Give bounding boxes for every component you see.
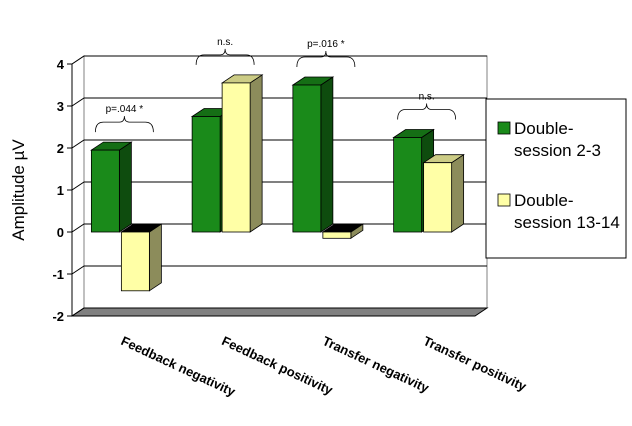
- bars: [90, 74, 465, 292]
- y-tick-label: -2: [52, 309, 64, 324]
- y-tick-label: 0: [57, 225, 64, 240]
- x-tick-label: Transfer negativity: [320, 333, 432, 396]
- bar-side: [451, 153, 465, 233]
- bar-side: [148, 223, 162, 292]
- gridline: [71, 181, 487, 191]
- x-tick-label: Feedback positivity: [219, 333, 335, 398]
- significance-label: n.s.: [217, 37, 233, 48]
- bar-front: [221, 82, 251, 233]
- gridline: [71, 97, 487, 107]
- y-tick-label: 3: [57, 99, 64, 114]
- legend-swatch: [497, 193, 511, 207]
- gridline: [71, 265, 487, 275]
- legend: Double-session 2-3 Double-session 13-14: [485, 98, 627, 259]
- bar-front: [191, 116, 221, 233]
- y-axis: -2 -1 0 1 2 3 4: [52, 57, 73, 324]
- floor: [70, 307, 489, 317]
- significance-label: p=.016 *: [307, 39, 345, 50]
- significance-annotations: p=.044 * n.s. p=.016 * n.s.: [94, 37, 457, 133]
- y-tick-label: 2: [57, 141, 64, 156]
- bar-series2-3: [422, 153, 465, 233]
- y-axis-label: Amplitude µV: [9, 139, 28, 241]
- bar-series1-2: [291, 76, 335, 233]
- y-tick-label: 1: [57, 183, 64, 198]
- y-tick-label: -1: [52, 267, 64, 282]
- legend-swatch: [497, 121, 511, 135]
- significance-label: n.s.: [419, 92, 435, 103]
- legend-label: session 2-3: [514, 141, 601, 160]
- x-tick-label: Transfer positivity: [421, 333, 530, 394]
- significance-brace: [94, 116, 154, 133]
- significance-label: p=.044 *: [106, 104, 144, 115]
- bar-series2-2: [321, 223, 365, 240]
- legend-label: Double-: [514, 119, 574, 138]
- bar-front: [90, 149, 120, 233]
- significance-brace: [296, 50, 356, 68]
- bar-front: [423, 162, 453, 233]
- bar-series1-0: [90, 141, 133, 233]
- legend-label: Double-: [514, 191, 574, 210]
- bar-front: [322, 231, 352, 239]
- y-tick-label: 4: [57, 57, 65, 72]
- gridline: [71, 55, 487, 65]
- gridline: [71, 307, 487, 317]
- significance-brace: [397, 103, 457, 120]
- bar-series2-0: [120, 223, 163, 292]
- bar-front: [292, 84, 322, 233]
- bar-side: [320, 76, 334, 233]
- bar-series2-1: [220, 74, 264, 233]
- legend-label: session 13-14: [514, 213, 620, 232]
- bar-side: [249, 74, 263, 233]
- bar-side: [118, 141, 132, 233]
- bar-front: [393, 137, 423, 233]
- bar-front: [120, 231, 150, 292]
- significance-brace: [195, 48, 255, 65]
- gridline: [71, 139, 487, 149]
